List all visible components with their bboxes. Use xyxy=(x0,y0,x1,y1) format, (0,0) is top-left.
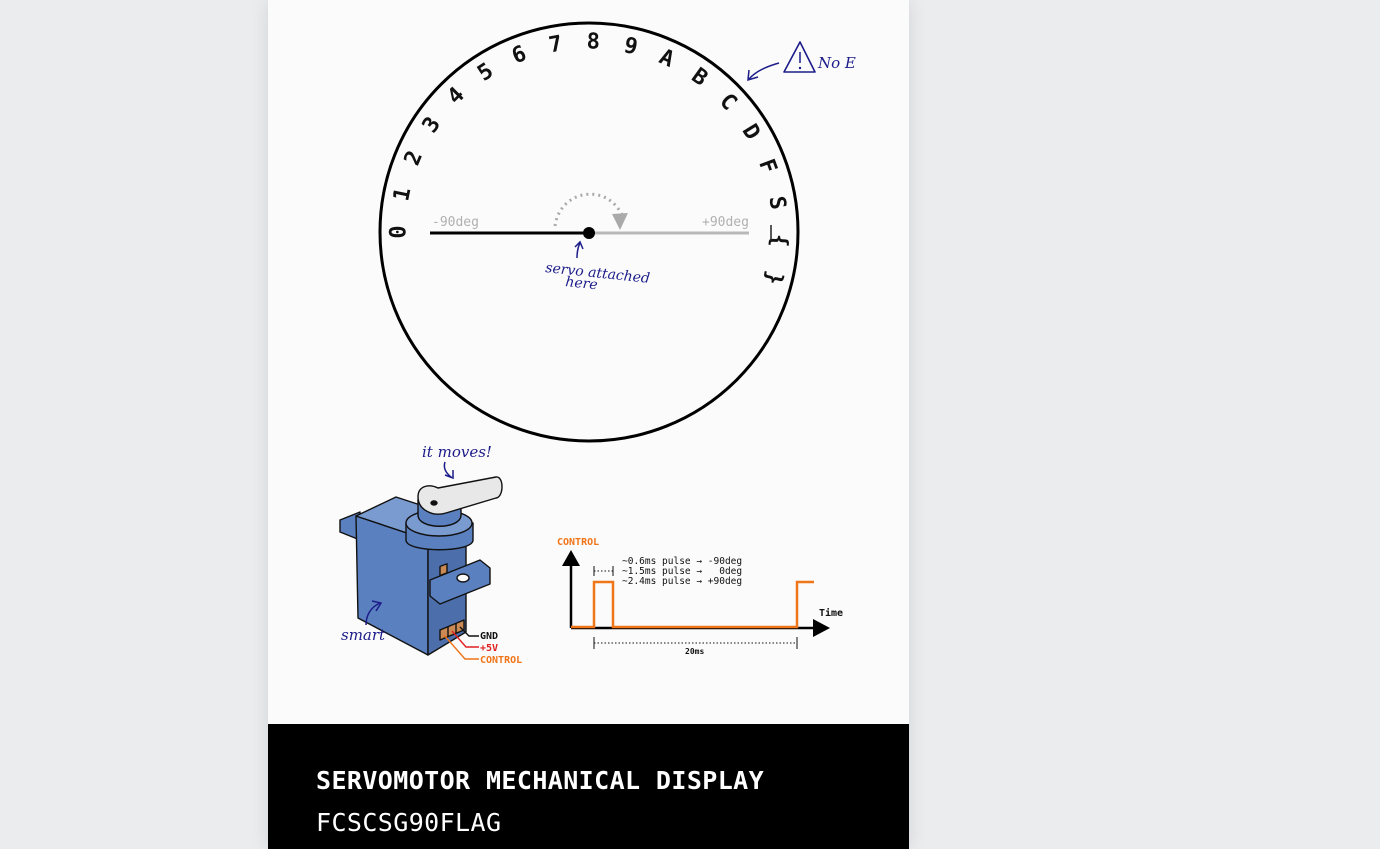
smart-arrow xyxy=(365,602,381,626)
timing-axis-time: Time xyxy=(819,607,843,619)
warning-arrow xyxy=(748,62,780,80)
it-moves-arrow-head xyxy=(444,470,454,480)
servo-horn xyxy=(417,476,503,515)
rotation-arrow xyxy=(553,192,624,227)
caption-title: SERVOMOTOR MECHANICAL DISPLAY xyxy=(316,766,765,795)
dial-char: { xyxy=(766,233,792,247)
wire-label-5v: +5V xyxy=(480,643,498,654)
figure-card: 0 1 2 3 4 5 6 7 8 9 A B C D F S{} -90deg +90deg No E se… xyxy=(268,0,909,849)
needle-pivot xyxy=(583,227,595,239)
annotation-no-e: No E xyxy=(817,54,856,72)
dial-char: F xyxy=(753,156,781,177)
servo-illustration xyxy=(339,476,503,656)
annotation-here: here xyxy=(565,274,599,293)
dial-char: 5 xyxy=(473,58,498,86)
dial-char: A xyxy=(655,44,677,72)
ear-hole xyxy=(456,573,470,583)
attached-arrow-head xyxy=(574,240,584,250)
timing-pulse-1: ~0.6ms pulse → -90deg xyxy=(622,556,742,567)
dial-char: C xyxy=(714,89,741,116)
dial-char: 4 xyxy=(443,83,470,110)
caption-code: FCSCSG90FLAG xyxy=(316,808,502,837)
dial-circle xyxy=(378,21,800,443)
control-signal xyxy=(571,580,814,629)
wire-control xyxy=(443,634,479,660)
timing-period: 20ms xyxy=(685,647,704,656)
dial-char: 1 xyxy=(389,185,416,203)
dial-char: 6 xyxy=(509,41,530,69)
rotation-arrow-head xyxy=(612,213,628,230)
timing-pulse-3: ~2.4ms pulse → +90deg xyxy=(622,576,742,587)
horn-screw xyxy=(430,500,438,506)
dial-char: D xyxy=(737,120,765,144)
timing-pulse-2: ~1.5ms pulse → 0deg xyxy=(622,566,742,577)
timing-diagram: CONTROL Time ~0.6ms pulse → -90deg ~1.5m… xyxy=(557,537,843,656)
it-moves-arrow xyxy=(443,461,452,478)
dial-char: B xyxy=(687,63,712,91)
caption-bar xyxy=(268,724,909,849)
attached-arrow xyxy=(576,242,581,259)
label-minus-90: -90deg xyxy=(432,215,479,230)
annotation-it-moves: it moves! xyxy=(422,443,492,461)
dial-char: 2 xyxy=(400,147,428,169)
dial-char: 0 xyxy=(387,225,412,238)
wire-5v xyxy=(451,630,479,648)
servo-wires xyxy=(443,626,479,660)
dial-char: S xyxy=(763,194,790,211)
warning-triangle-icon xyxy=(783,41,816,73)
label-plus-90: +90deg xyxy=(702,215,749,230)
wire-label-gnd: GND xyxy=(480,631,498,642)
smart-arrow-head xyxy=(371,600,383,612)
dial-char: } xyxy=(760,269,787,288)
wire-label-control: CONTROL xyxy=(480,655,522,666)
dial-char: 9 xyxy=(622,33,640,60)
warning-arrow-head xyxy=(747,69,759,82)
timing-label-control: CONTROL xyxy=(557,537,599,548)
dial-char: 7 xyxy=(547,32,564,59)
timing-x-arrow xyxy=(813,619,830,637)
wire-gnd xyxy=(459,626,479,637)
dial-char: 3 xyxy=(418,113,446,138)
warning-dot xyxy=(798,66,802,70)
annotation-smart: smart xyxy=(341,626,386,644)
connector-pin-1 xyxy=(439,563,448,577)
dial-char: 8 xyxy=(586,29,600,54)
timing-y-arrow xyxy=(562,550,580,566)
